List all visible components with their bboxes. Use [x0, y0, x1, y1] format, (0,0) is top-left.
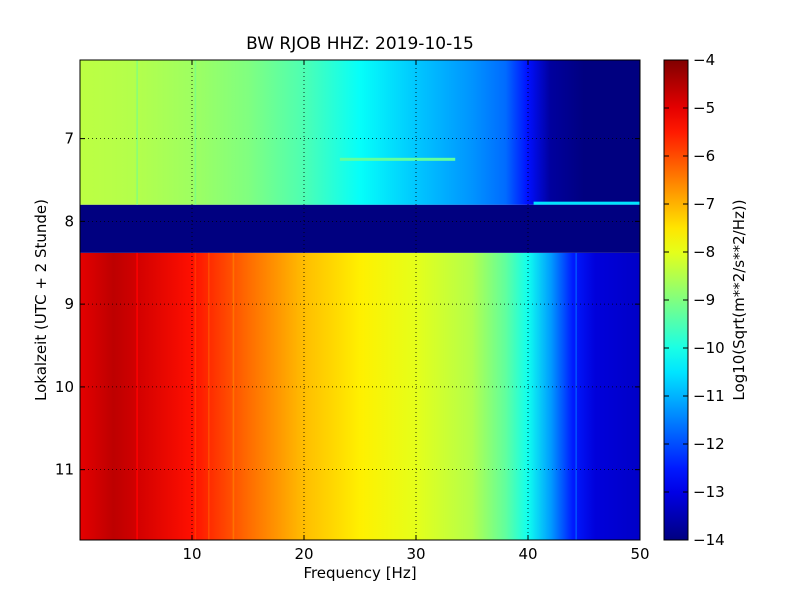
- x-tick-label: 50: [630, 545, 649, 563]
- y-tick-label: 11: [55, 461, 74, 479]
- plot-frame: [79, 59, 641, 541]
- spectrogram-heatmap: [80, 60, 640, 540]
- x-axis-label: Frequency [Hz]: [303, 564, 416, 582]
- spectrogram-segment: [80, 60, 640, 205]
- spectral-line: [136, 252, 138, 540]
- y-tick-label: 8: [64, 212, 74, 230]
- spectral-line: [208, 252, 210, 540]
- colorbar-label: Log10(Sqrt(m**2/s**2/Hz)): [730, 199, 748, 400]
- spectral-line: [194, 60, 197, 205]
- x-tick-label: 30: [406, 545, 425, 563]
- colorbar-tick-label: −8: [693, 243, 715, 261]
- x-tick-label: 10: [182, 545, 201, 563]
- colorbar-tick-label: −7: [693, 195, 715, 213]
- spectrogram-plot-area: [80, 60, 640, 540]
- colorbar-tick-label: −4: [693, 51, 715, 69]
- y-tick-label: 9: [64, 295, 74, 313]
- spectral-line: [194, 252, 197, 540]
- chart-title: BW RJOB HHZ: 2019-10-15: [246, 34, 474, 54]
- spectral-line-features: [136, 60, 640, 540]
- spectral-line: [575, 252, 577, 540]
- x-tick-label: 20: [294, 545, 313, 563]
- colorbar-tick-label: −10: [693, 339, 725, 357]
- grid-lines: [80, 60, 640, 540]
- y-tick-label: 10: [55, 378, 74, 396]
- y-axis-ticks: 7 8 9 10 11: [55, 130, 640, 479]
- colorbar-tick-label: −12: [693, 435, 725, 453]
- x-tick-label: 40: [518, 545, 537, 563]
- colorbar-tick-label: −13: [693, 483, 725, 501]
- y-tick-label: 7: [64, 130, 74, 148]
- spectrogram-segment: [80, 252, 640, 540]
- spectral-streak: [339, 157, 456, 161]
- colorbar-ticks: −4 −5 −6 −7 −8 −9 −10 −11 −12 −13 −14: [664, 51, 725, 549]
- x-axis-ticks: 10 20 30 40 50: [182, 60, 650, 563]
- spectral-streak: [533, 201, 640, 205]
- colorbar-tick-label: −6: [693, 147, 715, 165]
- colorbar-tick-label: −5: [693, 99, 715, 117]
- y-axis-label: Lokalzeit (UTC + 2 Stunde): [32, 199, 50, 401]
- colorbar-tick-label: −9: [693, 291, 715, 309]
- spectral-line: [136, 60, 138, 205]
- colorbar-tick-label: −11: [693, 387, 725, 405]
- data-gap-band: [80, 204, 640, 253]
- colorbar-tick-label: −14: [693, 531, 725, 549]
- spectral-line: [232, 252, 235, 540]
